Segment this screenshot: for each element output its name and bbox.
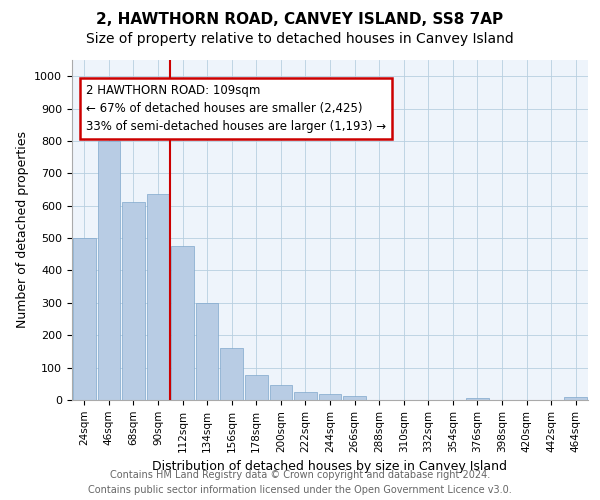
Y-axis label: Number of detached properties: Number of detached properties — [16, 132, 29, 328]
Text: Contains HM Land Registry data © Crown copyright and database right 2024.
Contai: Contains HM Land Registry data © Crown c… — [88, 470, 512, 495]
X-axis label: Distribution of detached houses by size in Canvey Island: Distribution of detached houses by size … — [152, 460, 508, 473]
Bar — [294, 392, 317, 400]
Text: Size of property relative to detached houses in Canvey Island: Size of property relative to detached ho… — [86, 32, 514, 46]
Bar — [171, 246, 194, 400]
Text: 2, HAWTHORN ROAD, CANVEY ISLAND, SS8 7AP: 2, HAWTHORN ROAD, CANVEY ISLAND, SS8 7AP — [97, 12, 503, 28]
Bar — [466, 398, 489, 400]
Bar — [269, 386, 292, 400]
Bar — [565, 397, 587, 400]
Bar — [220, 348, 243, 400]
Bar — [122, 202, 145, 400]
Bar — [73, 238, 95, 400]
Bar — [343, 396, 366, 400]
Bar — [146, 194, 169, 400]
Bar — [319, 394, 341, 400]
Bar — [98, 141, 120, 400]
Bar — [245, 374, 268, 400]
Bar — [196, 303, 218, 400]
Text: 2 HAWTHORN ROAD: 109sqm
← 67% of detached houses are smaller (2,425)
33% of semi: 2 HAWTHORN ROAD: 109sqm ← 67% of detache… — [86, 84, 386, 134]
